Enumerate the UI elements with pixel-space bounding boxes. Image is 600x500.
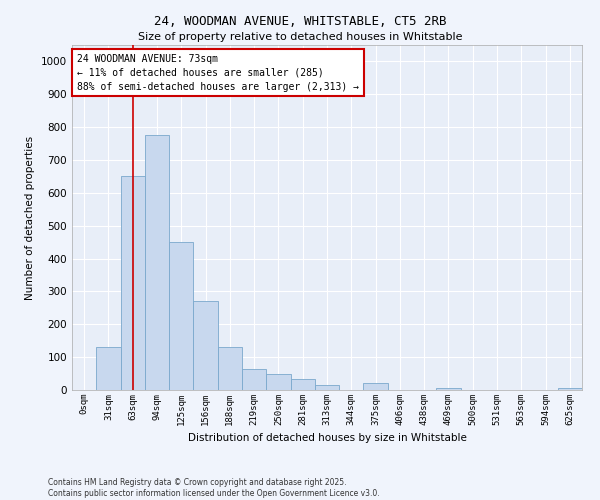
- Bar: [315, 385, 339, 390]
- Bar: [290, 378, 315, 390]
- Bar: [169, 242, 193, 390]
- Bar: [266, 374, 290, 390]
- Text: Contains HM Land Registry data © Crown copyright and database right 2025.
Contai: Contains HM Land Registry data © Crown c…: [48, 478, 380, 498]
- Bar: [193, 302, 218, 390]
- Bar: [145, 136, 169, 390]
- Y-axis label: Number of detached properties: Number of detached properties: [25, 136, 35, 300]
- Bar: [364, 384, 388, 390]
- X-axis label: Distribution of detached houses by size in Whitstable: Distribution of detached houses by size …: [188, 434, 466, 444]
- Text: 24 WOODMAN AVENUE: 73sqm
← 11% of detached houses are smaller (285)
88% of semi-: 24 WOODMAN AVENUE: 73sqm ← 11% of detach…: [77, 54, 359, 92]
- Bar: [558, 388, 582, 390]
- Bar: [242, 368, 266, 390]
- Bar: [436, 388, 461, 390]
- Text: 24, WOODMAN AVENUE, WHITSTABLE, CT5 2RB: 24, WOODMAN AVENUE, WHITSTABLE, CT5 2RB: [154, 15, 446, 28]
- Text: Size of property relative to detached houses in Whitstable: Size of property relative to detached ho…: [138, 32, 462, 42]
- Bar: [96, 348, 121, 390]
- Bar: [218, 348, 242, 390]
- Bar: [121, 176, 145, 390]
